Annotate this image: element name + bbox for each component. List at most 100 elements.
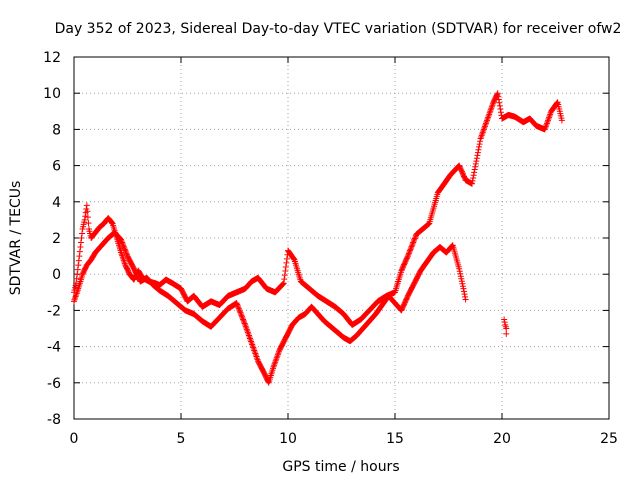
data-point <box>240 316 247 323</box>
x-tick-label: 5 <box>177 431 186 447</box>
data-point <box>119 239 126 246</box>
x-axis-label: GPS time / hours <box>282 459 399 475</box>
x-tick-label: 20 <box>493 431 511 447</box>
data-point <box>122 249 129 256</box>
data-point <box>241 320 248 327</box>
grid <box>74 57 609 419</box>
data-point <box>410 238 417 245</box>
data-point <box>75 262 82 269</box>
data-point <box>235 304 242 311</box>
data-point <box>85 220 92 227</box>
data-point <box>74 271 81 278</box>
data-point <box>475 146 482 153</box>
y-tick-label: 4 <box>52 195 61 211</box>
data-point <box>239 315 246 322</box>
data-point <box>280 280 287 287</box>
y-tick-label: 8 <box>52 122 61 138</box>
data-point <box>283 259 290 266</box>
data-point <box>476 141 483 148</box>
data-point <box>120 243 127 250</box>
data-point <box>405 250 412 257</box>
data-point <box>79 230 86 237</box>
tick-labels: 0 5 10 15 20 25 -8 -6 -4 -2 0 2 4 6 8 10 12 <box>43 50 618 447</box>
data-point <box>121 246 128 253</box>
data-point <box>469 177 476 184</box>
data-point <box>240 317 247 324</box>
data-point <box>122 247 129 254</box>
data-point <box>84 208 91 215</box>
data-point <box>461 288 468 295</box>
y-tick-label: -8 <box>47 412 61 428</box>
data-point <box>241 319 248 326</box>
x-tick-label: 10 <box>279 431 297 447</box>
data-point <box>497 106 504 113</box>
data-point <box>461 291 468 298</box>
data-point <box>81 216 88 223</box>
data-point <box>119 240 126 247</box>
data-point <box>462 293 469 300</box>
data-point <box>406 247 413 254</box>
data-point <box>558 117 565 124</box>
data-point <box>77 244 84 251</box>
data-point <box>412 234 419 241</box>
data-point <box>496 102 503 109</box>
data-points <box>71 90 565 386</box>
data-point <box>282 268 289 275</box>
data-point <box>501 319 508 326</box>
data-point <box>74 266 81 273</box>
data-point <box>75 257 82 264</box>
data-point <box>281 272 288 279</box>
data-point <box>290 255 297 262</box>
data-point <box>238 312 245 319</box>
data-point <box>470 175 477 182</box>
data-point <box>77 239 84 246</box>
x-tick-label: 15 <box>386 431 404 447</box>
y-tick-label: -4 <box>47 340 61 356</box>
data-point <box>235 305 242 312</box>
y-tick-label: 12 <box>43 50 61 66</box>
y-tick-label: -2 <box>47 303 61 319</box>
data-point <box>83 202 90 209</box>
data-point <box>405 251 412 258</box>
data-point <box>407 246 414 253</box>
y-tick-label: -6 <box>47 376 61 392</box>
data-point <box>472 163 479 170</box>
data-point <box>404 253 411 260</box>
data-point <box>404 254 411 261</box>
data-point <box>121 244 128 251</box>
data-point <box>474 152 481 159</box>
data-point <box>118 236 125 243</box>
data-point <box>118 238 125 245</box>
data-point <box>233 300 240 307</box>
data-point <box>410 239 417 246</box>
data-point <box>236 308 243 315</box>
data-point <box>449 242 456 249</box>
data-point <box>238 313 245 320</box>
data-point <box>469 180 476 187</box>
data-point <box>472 160 479 167</box>
data-point <box>495 93 502 100</box>
x-tick-label: 0 <box>70 431 79 447</box>
data-point <box>497 109 504 116</box>
x-tick-label: 25 <box>600 431 618 447</box>
data-point <box>281 276 288 283</box>
data-point <box>123 250 130 257</box>
data-point <box>279 281 286 288</box>
data-point <box>78 235 85 241</box>
data-point <box>501 316 508 323</box>
y-tick-label: 10 <box>43 86 61 102</box>
data-point <box>409 240 416 247</box>
data-point <box>460 285 467 292</box>
data-point <box>503 325 510 332</box>
data-point <box>108 219 115 226</box>
data-point <box>411 235 418 242</box>
data-point <box>237 311 244 318</box>
data-point <box>120 242 127 249</box>
y-tick-label: 2 <box>52 231 61 247</box>
chart-title: Day 352 of 2023, Sidereal Day-to-day VTE… <box>55 21 622 37</box>
data-point <box>408 243 415 250</box>
data-point <box>475 143 482 150</box>
data-point <box>406 249 413 256</box>
data-point <box>470 172 477 179</box>
